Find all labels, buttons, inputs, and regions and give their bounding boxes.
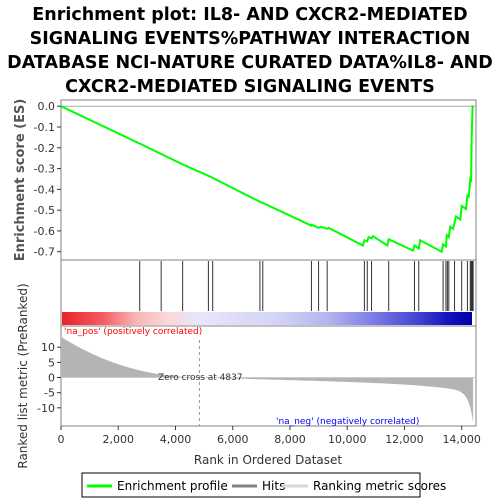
es-y-tick-label: -0.1 [34,121,55,134]
es-y-tick-label: -0.4 [34,183,55,196]
es-y-tick-label: -0.3 [34,163,55,176]
neg-correlated-label: 'na_neg' (negatively correlated) [276,417,419,427]
chart-title-line-3: DATABASE NCI-NATURE CURATED DATA%IL8- AN… [7,53,493,73]
x-tick-label: 10,000 [328,433,367,446]
metric-y-tick-label: -5 [44,387,55,400]
metric-y-tick-label: -10 [37,402,55,415]
chart-title-line-1: Enrichment plot: IL8- AND CXCR2-MEDIATED [32,5,467,25]
es-panel [60,99,477,261]
x-axis-title: Rank in Ordered Dataset [194,453,342,467]
x-tick-label: 6,000 [217,433,249,446]
es-y-tick-label: -0.7 [34,246,55,259]
x-tick-label: 14,000 [442,433,481,446]
legend-es-label: Enrichment profile [117,479,228,493]
legend-metric-label: Ranking metric scores [313,479,446,493]
rank-color-bar [62,312,472,325]
x-tick-label: 0 [58,433,65,446]
x-tick-label: 12,000 [385,433,424,446]
metric-y-tick-label: 10 [41,341,55,354]
chart-title-line-2: SIGNALING EVENTS%PATHWAY INTERACTION [30,29,471,49]
es-y-tick-label: 0.0 [38,100,56,113]
x-tick-label: 8,000 [274,433,306,446]
es-y-tick-label: -0.6 [34,225,55,238]
hit-markers [139,261,474,311]
metric-plot-area [61,336,476,426]
pos-correlated-label: 'na_pos' (positively correlated) [64,327,202,337]
es-profile-line [60,105,474,254]
metric-y-tick-label: 5 [48,356,55,369]
chart-title-line-4: CXCR2-MEDIATED SIGNALING EVENTS [65,77,435,97]
legend-hits-label: Hits [262,479,285,493]
metric-y-tick-label: 0 [48,372,55,385]
es-y-tick-label: -0.2 [34,142,55,155]
x-tick-label: 4,000 [160,433,192,446]
es-plot-area [60,105,476,254]
zero-cross-label: Zero cross at 4837 [158,373,243,383]
y-axis-title-es: Enrichment score (ES) [13,99,28,262]
metric-area [61,336,474,425]
x-tick-label: 2,000 [102,433,134,446]
es-y-tick-label: -0.5 [34,204,55,217]
y-axis-title-metric: Ranked list metric (PreRanked) [16,283,30,468]
axes: 0.0 -0.1 -0.2 -0.3 -0.4 -0.5 -0.6 -0.7 10 5 0 -5 -10… [34,100,481,446]
